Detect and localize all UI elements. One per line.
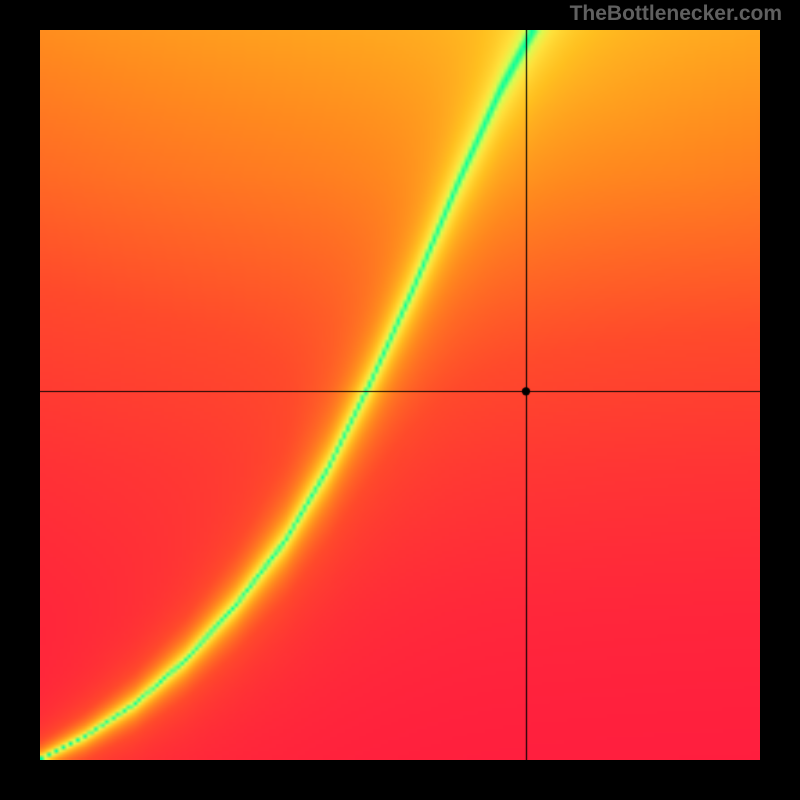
watermark-label: TheBottlenecker.com — [570, 2, 782, 26]
chart-container: TheBottlenecker.com — [0, 0, 800, 800]
heatmap-canvas — [40, 30, 760, 760]
